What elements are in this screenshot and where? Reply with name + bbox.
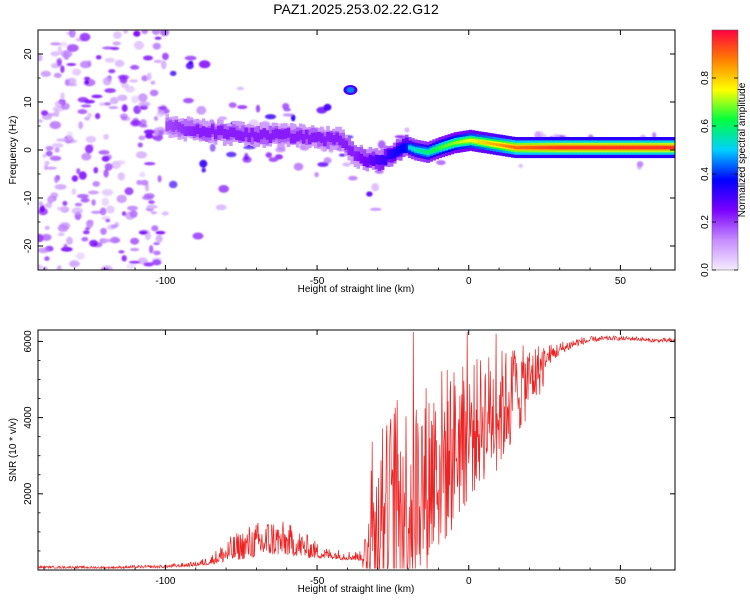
spectrogram-x-label: Height of straight line (km) — [298, 284, 415, 295]
x-tick-label: 0 — [466, 276, 472, 287]
colorbar-tick-label: 0.4 — [700, 167, 711, 181]
snr-series-group — [38, 331, 675, 570]
colorbar-tick-label: 0.0 — [700, 263, 711, 277]
snr-series-line — [38, 331, 675, 570]
x-tick-label: 50 — [615, 276, 627, 287]
spectrogram-y-ticks: -20 -10 0 10 20 — [23, 29, 675, 271]
x-tick-label: -50 — [310, 576, 325, 587]
x-tick-label: -100 — [155, 576, 175, 587]
spectrogram-ridge — [165, 113, 675, 172]
x-tick-label: -50 — [310, 276, 325, 287]
y-tick-label: 2000 — [23, 482, 34, 505]
colorbar: 0.0 0.2 0.4 0.6 0.8 Normalized spectral ampl… — [700, 29, 748, 277]
chart-title: PAZ1.2025.253.02.22.G12 — [273, 1, 439, 17]
colorbar-tick-label: 0.6 — [700, 119, 711, 133]
isolated-feature-core — [346, 87, 355, 93]
snr-y-ticks: 2000 4000 6000 — [23, 330, 675, 552]
snr-y-label: SNR (10 * v/v) — [8, 418, 19, 482]
spectrogram-x-ticks: -100 -50 0 50 — [43, 30, 652, 287]
colorbar-label: Normalized spectral amplitude — [737, 82, 748, 217]
spectrogram-heatmap — [38, 30, 675, 270]
snr-panel: -100 -50 0 50 2000 4000 6000 Height of straig… — [8, 329, 676, 595]
colorbar-gradient — [712, 30, 738, 270]
colorbar-tick-label: 0.8 — [700, 71, 711, 85]
colorbar-ticks: 0.0 0.2 0.4 0.6 0.8 — [700, 71, 738, 277]
y-tick-label: 4000 — [23, 406, 34, 429]
snr-x-ticks: -100 -50 0 50 — [43, 330, 652, 587]
snr-plot-area — [38, 330, 675, 570]
snr-x-label: Height of straight line (km) — [298, 584, 415, 595]
spectrogram-y-label: Frequency (Hz) — [8, 116, 19, 185]
y-tick-label: -20 — [23, 238, 34, 253]
y-tick-label: 6000 — [23, 330, 34, 353]
x-tick-label: 50 — [615, 576, 627, 587]
y-tick-label: -10 — [23, 190, 34, 205]
x-tick-label: -100 — [155, 276, 175, 287]
y-tick-label: 10 — [23, 96, 34, 108]
y-tick-label: 0 — [23, 147, 34, 153]
snr-frame — [37, 329, 676, 571]
x-tick-label: 0 — [466, 576, 472, 587]
y-tick-label: 20 — [23, 48, 34, 60]
colorbar-frame — [711, 29, 739, 271]
colorbar-tick-label: 0.2 — [700, 215, 711, 229]
